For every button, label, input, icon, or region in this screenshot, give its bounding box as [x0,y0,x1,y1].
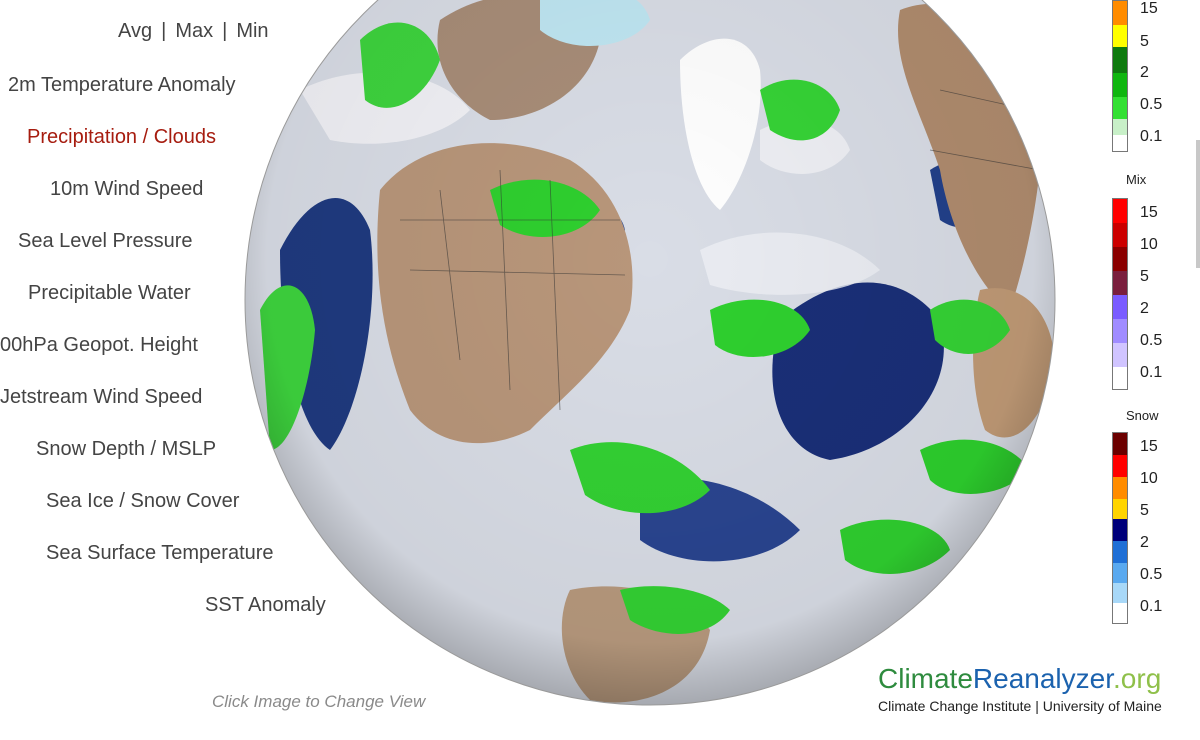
mix-legend-tick: 0.5 [1140,332,1163,349]
snow-legend-tick: 10 [1140,470,1158,487]
menu-item-precipitation-clouds[interactable]: Precipitation / Clouds [27,126,216,148]
mix-color-swatch [1113,271,1127,295]
mix-legend-title: Mix [1126,172,1147,187]
rain-color-swatch [1113,47,1127,73]
map-caption: Click Image to Change View [212,692,426,711]
rain-legend-tick: 15 [1140,0,1158,17]
mix-legend-tick: 0.1 [1140,364,1163,381]
menu-item-temperature-anomaly[interactable]: 2m Temperature Anomaly [8,74,236,96]
mix-color-swatch [1113,319,1127,343]
statistic-selector: Avg | Max | Min [118,20,269,43]
stat-separator: | [161,20,167,42]
mix-legend: Mix 15 10 5 2 0.5 0.1 [1108,172,1200,392]
page-scrollbar[interactable] [1196,140,1200,268]
globe-outline [244,0,1056,706]
snow-color-swatch [1113,583,1127,603]
snow-legend-tick: 2 [1140,534,1149,551]
mix-legend-tick: 15 [1140,204,1158,221]
rain-legend-tick: 0.1 [1140,128,1163,145]
mix-color-swatch [1113,295,1127,319]
stat-min-link[interactable]: Min [236,20,269,42]
mix-color-bar [1112,198,1128,390]
snow-legend-tick: 15 [1140,438,1158,455]
snow-legend-tick: 0.5 [1140,566,1163,583]
snow-legend-tick: 0.1 [1140,598,1163,615]
snow-color-swatch [1113,603,1127,623]
snow-color-swatch [1113,433,1127,455]
mix-legend-tick: 5 [1140,268,1149,285]
rain-legend-tick: 0.5 [1140,96,1163,113]
mix-color-swatch [1113,223,1127,247]
logo-wordmark: ClimateReanalyzer.org [878,663,1162,694]
rain-color-swatch [1113,135,1127,151]
climate-reanalyzer-logo[interactable]: ClimateReanalyzer.org Climate Change Ins… [878,663,1162,715]
mix-color-swatch [1113,199,1127,223]
snow-color-swatch [1113,499,1127,519]
snow-color-swatch [1113,563,1127,583]
snow-color-bar [1112,432,1128,624]
menu-item-sst-anomaly[interactable]: SST Anomaly [205,594,326,616]
globe-shading [245,0,1055,705]
menu-item-wind-speed[interactable]: 10m Wind Speed [50,178,204,200]
mix-color-swatch [1113,247,1127,271]
menu-item-geopotential-height[interactable]: 00hPa Geopot. Height [0,334,198,356]
rain-color-swatch [1113,73,1127,97]
menu-item-snow-depth-mslp[interactable]: Snow Depth / MSLP [36,438,217,460]
mix-color-swatch [1113,343,1127,367]
snow-legend-tick: 5 [1140,502,1149,519]
mix-color-swatch [1113,367,1127,389]
snow-legend: Snow 15 10 5 2 0.5 0.1 [1108,408,1200,628]
rain-color-swatch [1113,119,1127,135]
snow-color-swatch [1113,519,1127,541]
menu-item-sea-ice-snow-cover[interactable]: Sea Ice / Snow Cover [46,490,240,512]
rain-color-bar [1112,0,1128,152]
mix-legend-tick: 2 [1140,300,1149,317]
globe-map[interactable] [240,0,1060,710]
mix-legend-tick: 10 [1140,236,1158,253]
rain-legend-tick: 5 [1140,33,1149,50]
snow-color-swatch [1113,541,1127,563]
snow-color-swatch [1113,477,1127,499]
menu-item-sea-surface-temperature[interactable]: Sea Surface Temperature [46,542,274,564]
snow-legend-title: Snow [1126,408,1159,423]
layer-menu: Avg | Max | Min 2m Temperature Anomaly Preci… [0,0,360,740]
menu-item-jetstream-wind-speed[interactable]: Jetstream Wind Speed [0,386,203,408]
logo-subtitle: Climate Change Institute | University of… [878,698,1162,714]
rain-legend: 15 5 2 0.5 0.1 [1108,0,1200,160]
menu-item-sea-level-pressure[interactable]: Sea Level Pressure [18,230,193,252]
menu-item-precipitable-water[interactable]: Precipitable Water [28,282,191,304]
stat-avg-link[interactable]: Avg [118,20,153,42]
rain-color-swatch [1113,97,1127,119]
rain-legend-tick: 2 [1140,64,1149,81]
stat-separator: | [222,20,228,42]
stat-max-link[interactable]: Max [175,20,214,42]
snow-color-swatch [1113,455,1127,477]
rain-color-swatch [1113,1,1127,25]
rain-color-swatch [1113,25,1127,47]
